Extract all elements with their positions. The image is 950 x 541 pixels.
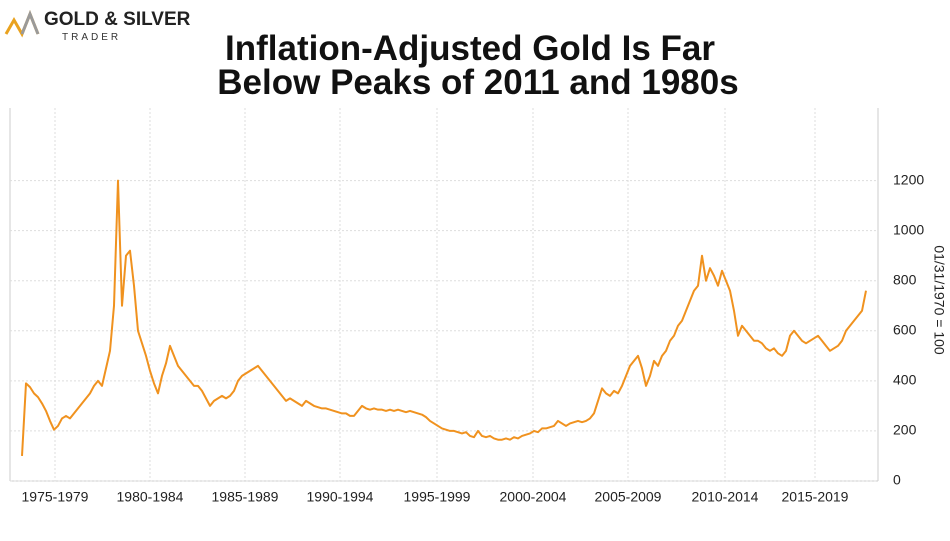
y-tick-label: 800 xyxy=(893,271,917,287)
y-axis-label: 01/31/1970 = 100 xyxy=(931,245,947,355)
logo-icon xyxy=(20,9,40,35)
y-tick-label: 400 xyxy=(893,372,917,388)
y-tick-label: 200 xyxy=(893,422,917,438)
x-tick-label: 2010-2014 xyxy=(692,489,759,505)
logo-sub: TRADER xyxy=(62,32,121,43)
logo-name: GOLD & SILVER xyxy=(44,9,191,30)
chart-title: Inflation-Adjusted Gold Is Far xyxy=(225,29,715,68)
chart-title: Below Peaks of 2011 and 1980s xyxy=(217,63,738,102)
x-tick-label: 1980-1984 xyxy=(117,489,184,505)
y-tick-label: 1200 xyxy=(893,171,924,187)
x-tick-label: 2000-2004 xyxy=(500,489,567,505)
x-tick-label: 2005-2009 xyxy=(595,489,662,505)
x-tick-label: 1975-1979 xyxy=(22,489,89,505)
y-tick-label: 0 xyxy=(893,472,901,488)
x-tick-label: 2015-2019 xyxy=(782,489,849,505)
y-tick-label: 600 xyxy=(893,322,917,338)
x-tick-label: 1990-1994 xyxy=(307,489,374,505)
x-tick-label: 1985-1989 xyxy=(212,489,279,505)
y-tick-label: 1000 xyxy=(893,221,924,237)
logo: GOLD & SILVER TRADER xyxy=(4,9,191,43)
x-tick-label: 1995-1999 xyxy=(404,489,471,505)
data-line xyxy=(21,179,867,457)
